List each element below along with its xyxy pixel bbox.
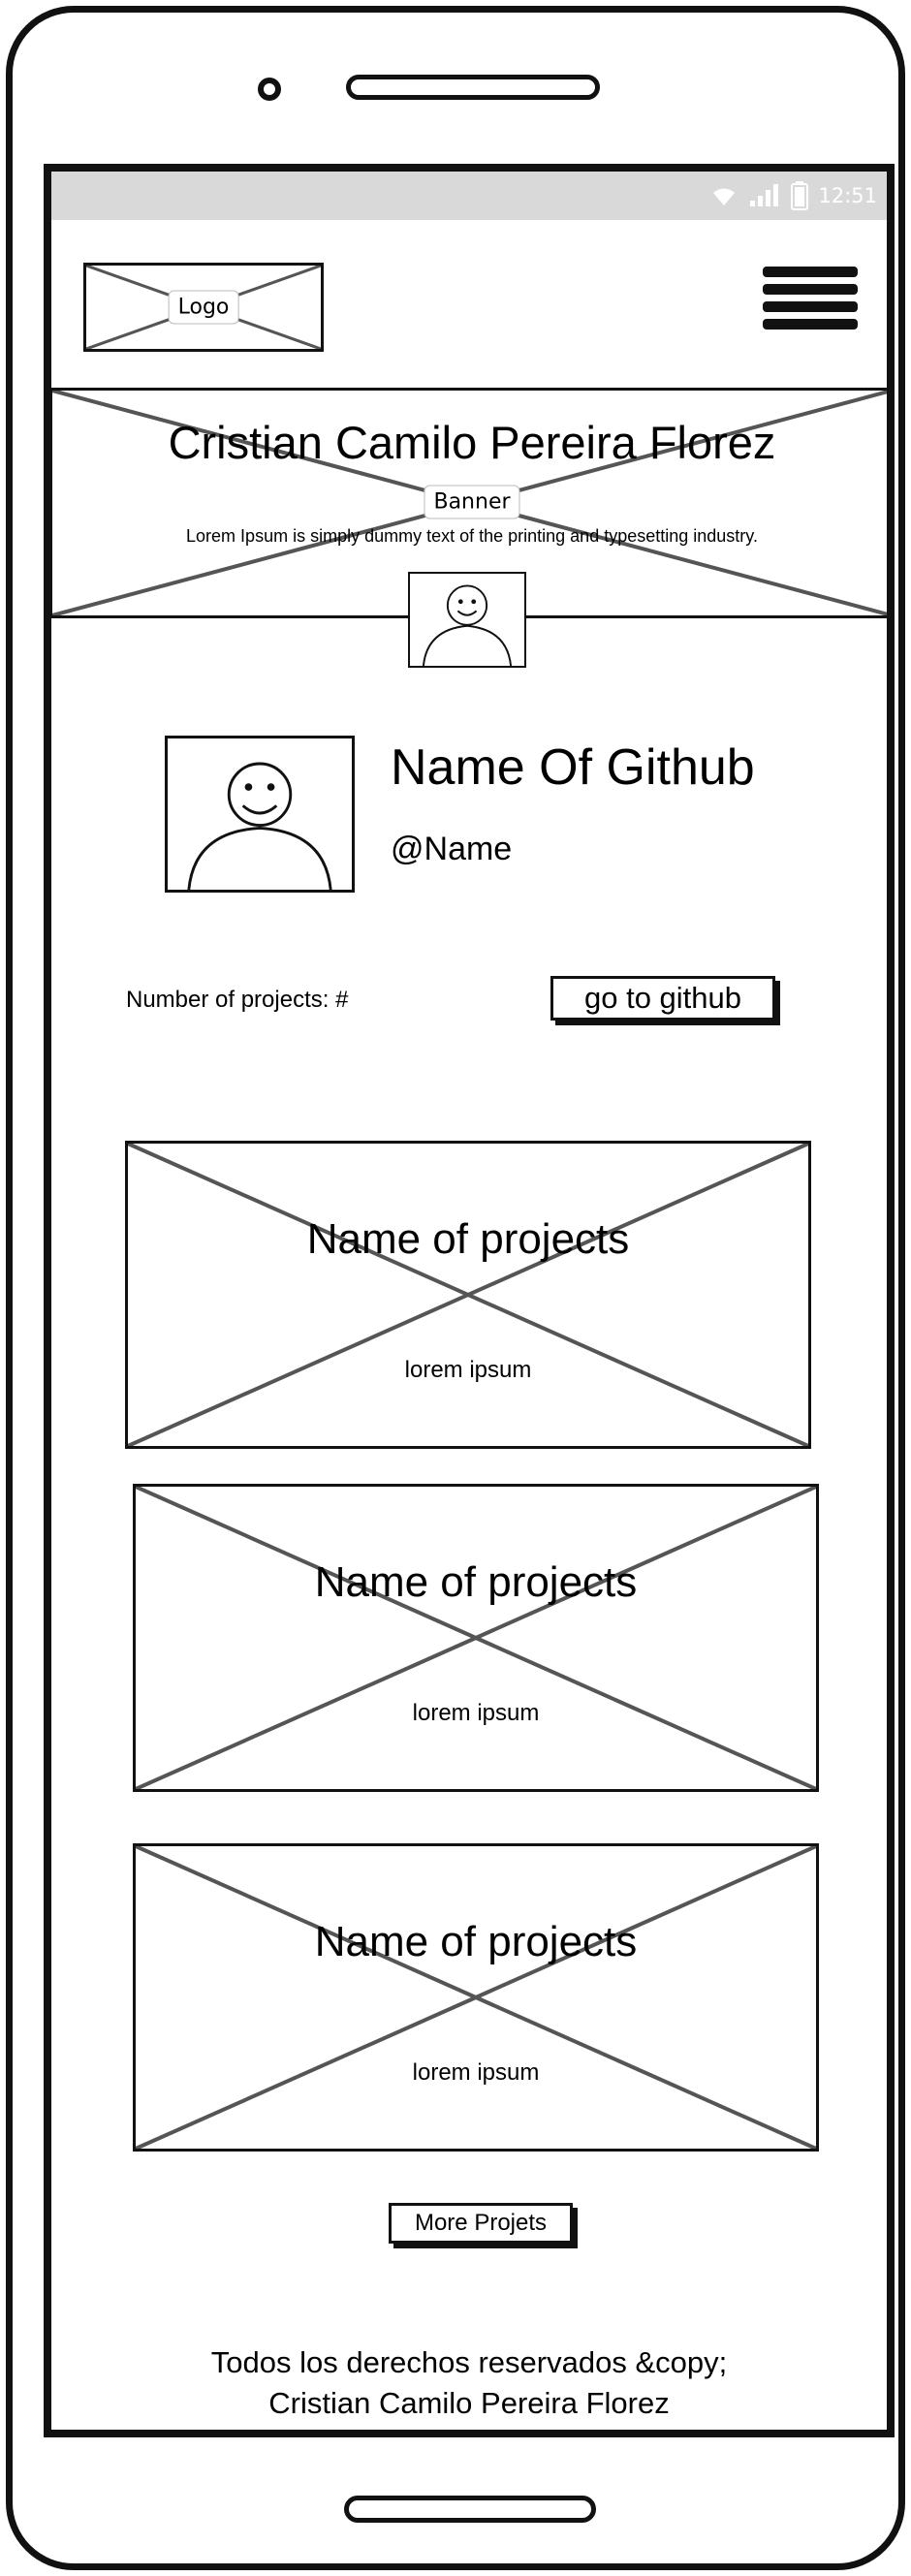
banner: Cristian Camilo Pereira Florez Banner Lo… [51, 388, 887, 618]
profile-handle: @Name [391, 831, 513, 867]
project-title: Name of projects [306, 1215, 630, 1263]
hamburger-menu-icon[interactable] [763, 267, 858, 344]
banner-title: Cristian Camilo Pereira Florez [168, 417, 776, 468]
project-card[interactable]: Name of projects lorem ipsum [133, 1484, 819, 1792]
go-to-github-button[interactable]: go to github [550, 976, 775, 1021]
earpiece-speaker [346, 75, 600, 100]
status-icons: 12:51 [709, 181, 877, 210]
placeholder-cross-icon [136, 1846, 816, 2149]
placeholder-cross-icon [136, 1487, 816, 1789]
project-title: Name of projects [314, 1918, 638, 1965]
footer: Todos los derechos reservados &copy; Cri… [51, 2342, 887, 2424]
more-projects-button[interactable]: More Projets [389, 2203, 573, 2244]
project-description: lorem ipsum [412, 1700, 540, 1726]
banner-avatar [408, 572, 526, 668]
project-description: lorem ipsum [412, 2059, 540, 2086]
battery-icon [791, 181, 809, 210]
projects-count: Number of projects: # [126, 987, 349, 1013]
project-card[interactable]: Name of projects lorem ipsum [133, 1843, 819, 2152]
home-button[interactable] [344, 2496, 596, 2523]
phone-frame: 12:51 Logo Cristian Camilo Pereira Flore… [6, 6, 905, 2570]
footer-author: Cristian Camilo Pereira Florez [268, 2386, 670, 2420]
wifi-icon [713, 188, 736, 205]
front-camera [258, 78, 281, 101]
signal-icon [750, 184, 779, 206]
project-description: lorem ipsum [404, 1357, 532, 1383]
banner-text: Lorem Ipsum is simply dummy text of the … [186, 526, 758, 546]
profile-avatar [165, 736, 355, 893]
project-title: Name of projects [314, 1558, 638, 1606]
status-bar: 12:51 [51, 172, 887, 220]
banner-label: Banner [424, 485, 520, 519]
profile-name: Name Of Github [391, 739, 755, 796]
phone-screen: 12:51 Logo Cristian Camilo Pereira Flore… [44, 164, 895, 2437]
project-card[interactable]: Name of projects lorem ipsum [125, 1141, 811, 1449]
footer-copyright: Todos los derechos reservados &copy; [210, 2345, 728, 2379]
user-avatar-icon [422, 584, 513, 666]
placeholder-cross-icon [128, 1144, 808, 1446]
logo-placeholder[interactable]: Logo [83, 263, 324, 352]
user-avatar-icon [187, 762, 332, 890]
status-time: 12:51 [818, 184, 877, 207]
logo-label: Logo [168, 290, 239, 325]
